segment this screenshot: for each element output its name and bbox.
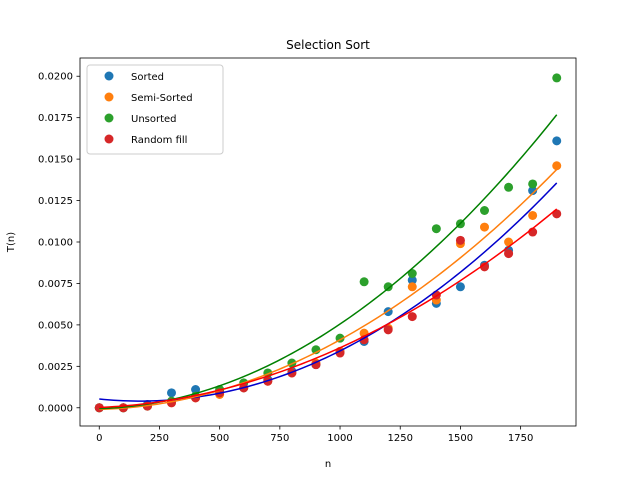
data-point bbox=[480, 262, 489, 272]
y-tick-label: 0.0025 bbox=[38, 362, 73, 373]
legend-marker bbox=[104, 92, 114, 102]
y-axis-label: T(n) bbox=[6, 232, 17, 253]
data-point bbox=[311, 360, 321, 370]
data-point bbox=[407, 269, 417, 278]
legend-label: Unsorted bbox=[131, 114, 177, 125]
x-tick-label: 0 bbox=[96, 433, 102, 444]
x-tick-label: 750 bbox=[270, 433, 289, 444]
data-point bbox=[528, 179, 538, 189]
legend-marker bbox=[104, 134, 114, 144]
legend-label: Semi-Sorted bbox=[131, 93, 193, 104]
data-point bbox=[528, 186, 538, 196]
x-tick-label: 1250 bbox=[388, 433, 413, 444]
legend-label: Sorted bbox=[131, 72, 164, 83]
y-tick-label: 0.0150 bbox=[38, 155, 73, 166]
series-3 bbox=[94, 209, 562, 413]
y-tick-label: 0.0175 bbox=[38, 113, 73, 124]
x-tick-label: 250 bbox=[150, 433, 169, 444]
data-point bbox=[383, 325, 393, 335]
x-tick-label: 500 bbox=[210, 433, 229, 444]
y-tick-label: 0.0050 bbox=[38, 320, 73, 331]
y-tick-label: 0.0000 bbox=[38, 403, 73, 414]
y-tick-label: 0.0075 bbox=[38, 279, 73, 290]
data-point bbox=[552, 73, 562, 83]
chart-title: Selection Sort bbox=[286, 38, 370, 52]
data-point bbox=[480, 206, 489, 215]
x-tick-label: 1750 bbox=[508, 433, 533, 444]
fit-line bbox=[99, 208, 558, 409]
x-tick-label: 1000 bbox=[327, 433, 352, 444]
y-tick-label: 0.0125 bbox=[38, 196, 73, 207]
data-point bbox=[335, 348, 345, 358]
data-point bbox=[455, 282, 465, 292]
legend-marker bbox=[104, 113, 114, 123]
data-point bbox=[480, 222, 489, 232]
y-tick-label: 0.0100 bbox=[38, 238, 73, 249]
axes: 0 250 500 750 1000 1250 1500 1750 0.0000 0.0025 0.… bbox=[38, 57, 577, 444]
data-point bbox=[191, 385, 201, 395]
data-point bbox=[504, 182, 514, 192]
data-point bbox=[431, 224, 441, 234]
data-point bbox=[383, 282, 393, 292]
data-point bbox=[407, 275, 417, 285]
data-point bbox=[528, 210, 538, 220]
data-point bbox=[504, 249, 514, 259]
data-point bbox=[552, 136, 562, 146]
fit-line bbox=[99, 168, 558, 411]
legend-box bbox=[86, 64, 224, 155]
data-point bbox=[167, 388, 176, 398]
y-tick-label: 0.0200 bbox=[38, 72, 73, 83]
x-tick-label: 1500 bbox=[448, 433, 473, 444]
x-axis-label: n bbox=[325, 459, 331, 470]
data-point bbox=[359, 277, 369, 287]
data-point bbox=[407, 282, 417, 292]
legend: Sorted Semi-Sorted Unsorted Random fill bbox=[86, 64, 224, 155]
plot-area bbox=[94, 73, 562, 413]
data-point bbox=[552, 161, 562, 171]
data-point bbox=[455, 235, 465, 245]
data-point bbox=[407, 312, 417, 322]
legend-marker bbox=[104, 71, 114, 81]
legend-label: Random fill bbox=[131, 135, 187, 146]
